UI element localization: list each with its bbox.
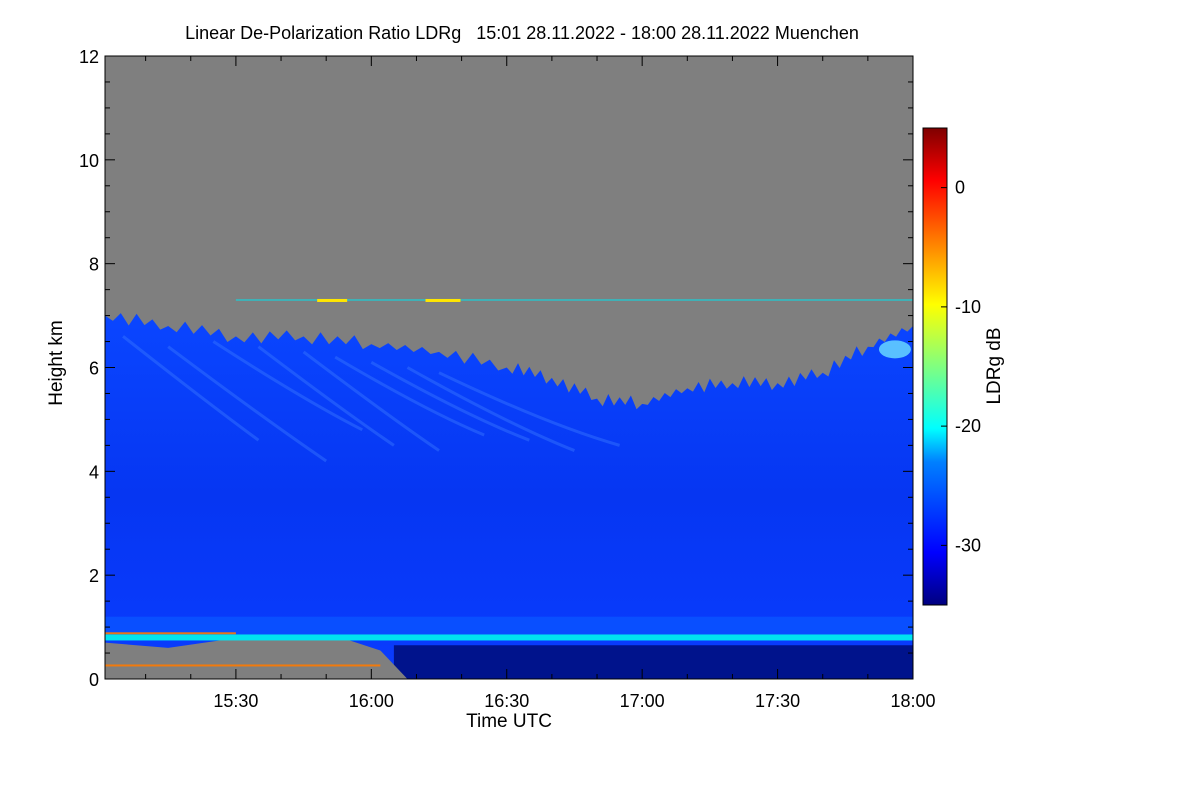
near-melting-band	[105, 616, 913, 635]
colorbar-tick-label: -10	[955, 297, 981, 317]
colorbar-tick-label: 0	[955, 178, 965, 198]
low-layer	[393, 645, 913, 679]
fall-streak	[212, 340, 363, 432]
x-axis-label: Time UTC	[466, 711, 552, 732]
plot-area	[105, 56, 913, 679]
ground-echo	[105, 632, 236, 635]
fall-streak	[334, 355, 485, 437]
y-tick-label: 6	[89, 359, 99, 379]
thin-layer	[235, 298, 913, 301]
cloud-region	[105, 313, 913, 679]
thin-layer-yellow	[425, 298, 461, 302]
y-tick-label: 4	[89, 462, 99, 482]
y-tick-label: 12	[79, 47, 99, 67]
fall-streak	[122, 335, 260, 442]
y-tick-label: 8	[89, 255, 99, 275]
fall-streak	[370, 361, 530, 442]
ice-patch	[878, 340, 911, 359]
fall-streak	[167, 345, 328, 463]
colorbar-tick-label: -20	[955, 416, 981, 436]
fall-streak	[257, 345, 395, 447]
y-tick-label: 2	[89, 566, 99, 586]
chart-title: Linear De-Polarization Ratio LDRg 15:01 …	[185, 23, 859, 43]
y-tick-label: 10	[79, 151, 99, 171]
fall-streak	[406, 366, 576, 452]
y-axis-label: Height km	[46, 320, 67, 406]
colorbar	[922, 127, 948, 606]
x-tick-label: 16:30	[484, 691, 529, 711]
x-tick-label: 15:30	[213, 691, 258, 711]
x-tick-label: 16:00	[349, 691, 394, 711]
x-tick-label: 18:00	[890, 691, 935, 711]
fall-streak	[302, 350, 440, 452]
colorbar-label: LDRg dB	[984, 327, 1005, 404]
thin-layer-yellow	[317, 298, 348, 302]
fall-streak	[438, 371, 621, 447]
axis-ticks: 15:30 16:00 16:30 17:00 17:30 18:00 0 2 4 6 8 10 12	[79, 47, 936, 711]
colorbar-ticks: 0 -10 -20 -30	[941, 178, 981, 555]
ground-clutter	[105, 634, 408, 679]
y-tick-label: 0	[89, 670, 99, 690]
colorbar-tick-label: -30	[955, 535, 981, 555]
x-tick-label: 17:00	[620, 691, 665, 711]
x-tick-label: 17:30	[755, 691, 800, 711]
melting-layer	[105, 634, 913, 641]
ground-echo	[105, 664, 381, 667]
